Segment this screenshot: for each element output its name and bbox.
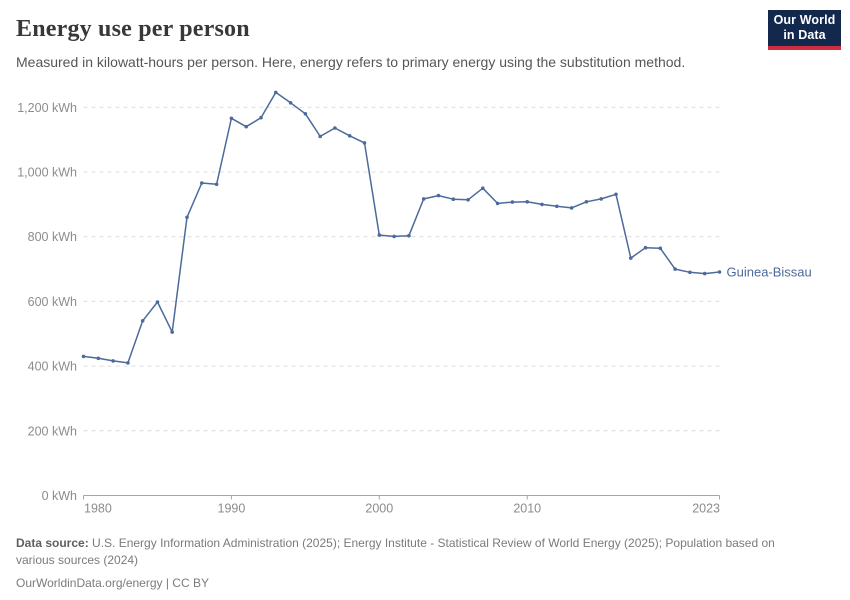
data-point bbox=[155, 300, 160, 304]
x-tick-label: 1980 bbox=[84, 502, 112, 516]
data-point bbox=[451, 197, 456, 201]
data-point bbox=[318, 134, 323, 139]
data-point bbox=[96, 356, 101, 361]
page-title: Energy use per person bbox=[16, 16, 250, 42]
data-point bbox=[481, 186, 485, 190]
data-point bbox=[673, 267, 677, 271]
footer-datasource: Data source: U.S. Energy Information Adm… bbox=[16, 536, 775, 567]
data-point bbox=[347, 134, 352, 138]
x-axis-labels: 1980 1990 2000 2010 2023 bbox=[84, 502, 720, 516]
data-point bbox=[599, 197, 603, 201]
owid-logo-line1: Our World bbox=[773, 13, 836, 27]
data-point bbox=[126, 361, 130, 365]
data-point bbox=[629, 256, 633, 260]
x-tick-label: 2000 bbox=[365, 502, 393, 516]
data-point bbox=[214, 182, 219, 187]
datasource-label: Data source: bbox=[16, 536, 89, 550]
datasource-text: U.S. Energy Information Administration (… bbox=[16, 536, 775, 567]
data-point bbox=[555, 204, 559, 209]
x-tick-label: 2010 bbox=[513, 502, 541, 516]
data-point bbox=[274, 90, 278, 95]
data-point bbox=[81, 354, 86, 359]
y-tick-label: 800 kWh bbox=[28, 230, 77, 244]
data-point bbox=[614, 192, 618, 197]
data-point bbox=[407, 233, 411, 238]
data-point bbox=[688, 270, 692, 275]
x-tick-label: 1990 bbox=[218, 502, 246, 516]
data-point bbox=[421, 197, 426, 201]
data-point bbox=[244, 124, 248, 129]
page-subtitle: Measured in kilowatt-hours per person. H… bbox=[16, 54, 686, 70]
y-axis-labels: 0 kWh 200 kWh 400 kWh 600 kWh 800 kWh 1,000 k… bbox=[17, 101, 77, 503]
data-point bbox=[229, 116, 234, 121]
data-point bbox=[569, 206, 574, 210]
data-point bbox=[643, 245, 648, 250]
y-tick-label: 200 kWh bbox=[28, 424, 77, 438]
data-point bbox=[259, 115, 263, 120]
data-point bbox=[540, 202, 544, 207]
data-point bbox=[185, 215, 189, 220]
data-point bbox=[717, 270, 722, 274]
data-point bbox=[377, 233, 382, 237]
footer-license-link[interactable]: OurWorldinData.org/energy | CC BY bbox=[16, 576, 209, 590]
owid-logo-line2: in Data bbox=[783, 28, 826, 42]
data-point bbox=[111, 359, 115, 363]
y-tick-label: 600 kWh bbox=[28, 295, 77, 309]
data-point bbox=[362, 141, 367, 145]
data-point bbox=[200, 181, 204, 185]
owid-logo[interactable]: Our World in Data bbox=[768, 10, 841, 50]
data-point bbox=[170, 330, 174, 334]
series-label: Guinea-Bissau bbox=[727, 264, 812, 279]
data-point bbox=[466, 198, 470, 202]
series-points bbox=[81, 90, 722, 365]
chart-footer: Data source: U.S. Energy Information Adm… bbox=[16, 535, 816, 592]
data-point bbox=[525, 200, 529, 204]
data-point bbox=[658, 246, 663, 251]
y-tick-label: 400 kWh bbox=[28, 360, 77, 374]
y-gridlines bbox=[83, 106, 720, 432]
series-line bbox=[82, 91, 721, 364]
y-tick-label: 1,200 kWh bbox=[17, 101, 77, 115]
x-axis bbox=[83, 495, 720, 500]
y-tick-label: 1,000 kWh bbox=[17, 166, 77, 180]
data-point bbox=[288, 101, 293, 105]
data-point bbox=[140, 319, 145, 323]
data-point bbox=[333, 126, 337, 130]
data-point bbox=[436, 193, 441, 198]
data-point bbox=[392, 234, 396, 239]
data-point bbox=[495, 201, 500, 206]
data-point bbox=[303, 112, 308, 116]
y-tick-label: 0 kWh bbox=[42, 489, 77, 503]
data-point bbox=[510, 200, 515, 204]
x-tick-label: 2023 bbox=[692, 502, 720, 516]
data-point bbox=[702, 271, 707, 276]
data-point bbox=[584, 200, 589, 204]
